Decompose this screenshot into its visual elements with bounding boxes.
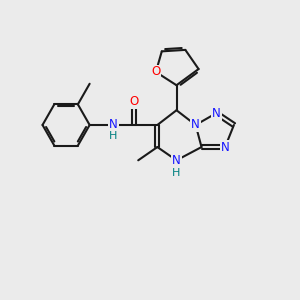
- Text: N: N: [212, 107, 220, 120]
- Text: N: N: [221, 141, 230, 154]
- Text: N: N: [109, 118, 118, 131]
- Text: O: O: [129, 95, 138, 108]
- Text: N: N: [191, 118, 200, 131]
- Text: O: O: [151, 65, 160, 79]
- Text: N: N: [172, 154, 181, 167]
- Text: H: H: [109, 131, 117, 141]
- Text: H: H: [172, 168, 181, 178]
